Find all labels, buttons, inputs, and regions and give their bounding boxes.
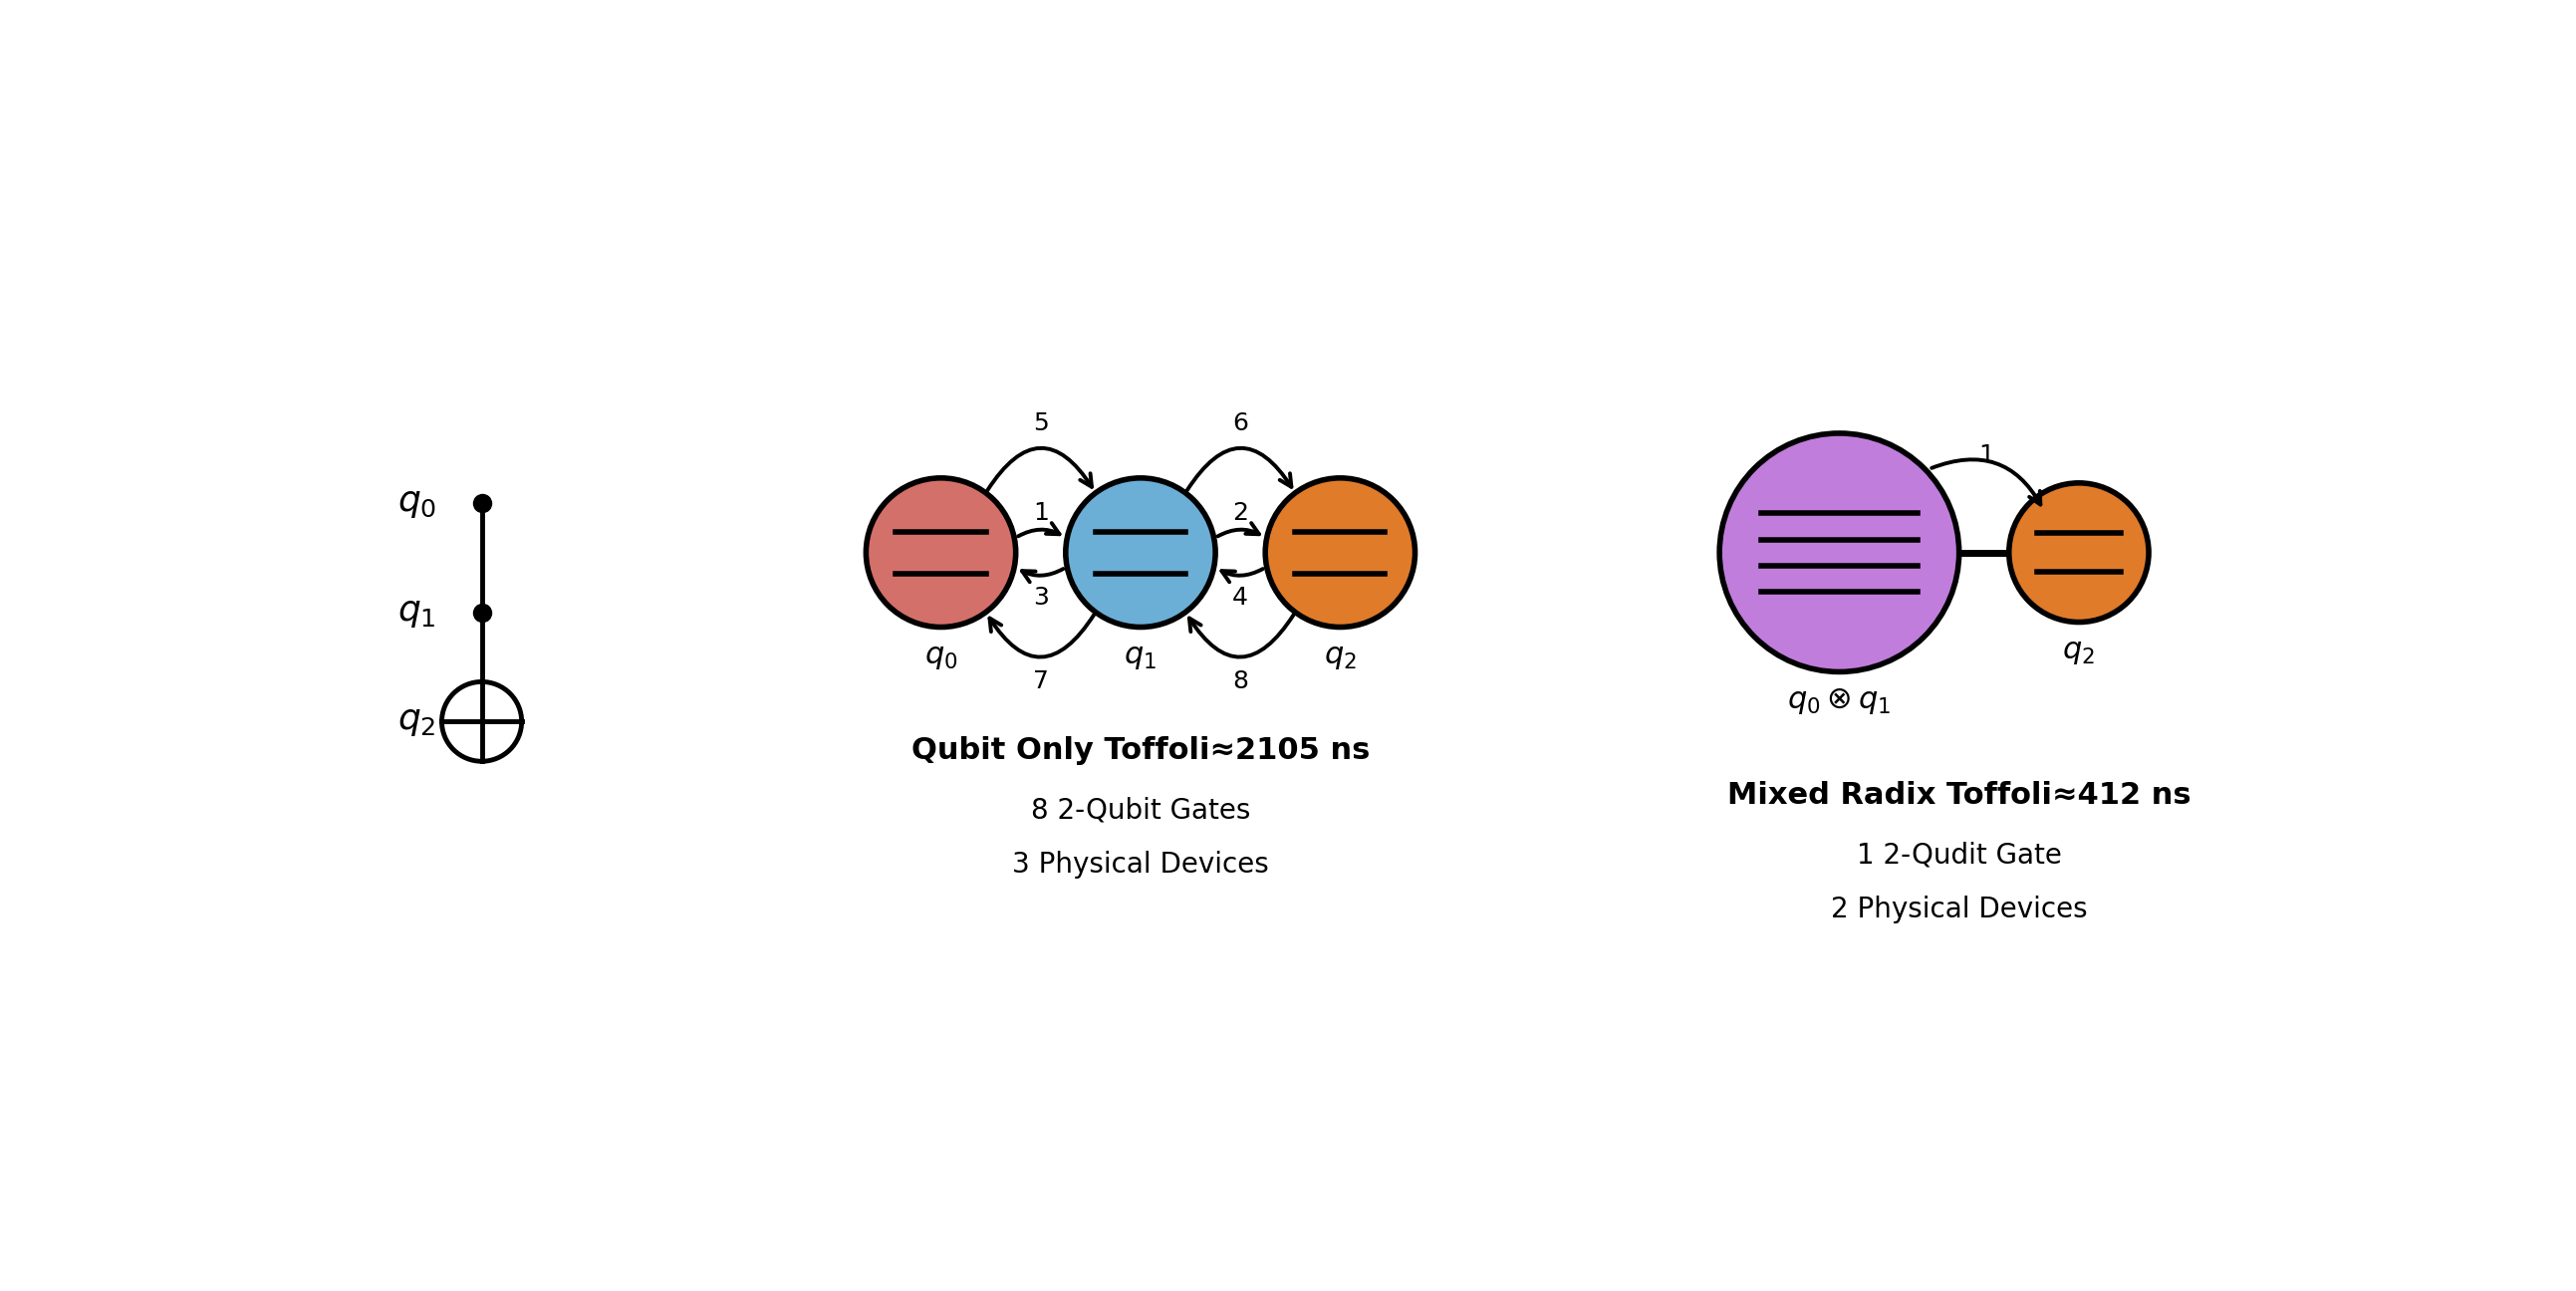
- Ellipse shape: [1721, 434, 1960, 671]
- Ellipse shape: [1066, 478, 1216, 627]
- Text: 6: 6: [1231, 412, 1249, 435]
- Text: 8 2-Qubit Gates: 8 2-Qubit Gates: [1030, 797, 1249, 824]
- Text: $q_0$: $q_0$: [925, 642, 958, 671]
- Text: 1: 1: [1033, 501, 1048, 524]
- Text: $q_1$: $q_1$: [397, 595, 435, 629]
- FancyArrowPatch shape: [989, 615, 1095, 657]
- FancyArrowPatch shape: [1221, 569, 1262, 582]
- Ellipse shape: [866, 478, 1015, 627]
- Text: 2 Physical Devices: 2 Physical Devices: [1832, 896, 2087, 923]
- Text: 3 Physical Devices: 3 Physical Devices: [1012, 851, 1270, 879]
- Text: 5: 5: [1033, 412, 1048, 435]
- Text: 3: 3: [1033, 585, 1048, 609]
- Text: 2: 2: [1231, 501, 1249, 524]
- Text: 4: 4: [1231, 585, 1249, 609]
- Text: 1 2-Qudit Gate: 1 2-Qudit Gate: [1857, 840, 2061, 869]
- Text: $q_2$: $q_2$: [2063, 636, 2094, 666]
- Text: $q_0 \otimes q_1$: $q_0 \otimes q_1$: [1788, 687, 1891, 717]
- FancyArrowPatch shape: [1190, 615, 1293, 657]
- Text: 8: 8: [1231, 670, 1249, 693]
- Ellipse shape: [2009, 483, 2148, 622]
- Text: $q_2$: $q_2$: [397, 705, 435, 738]
- Text: Qubit Only Toffoli≈2105 ns: Qubit Only Toffoli≈2105 ns: [912, 736, 1370, 766]
- Ellipse shape: [1265, 478, 1414, 627]
- Text: 1: 1: [1978, 443, 1994, 467]
- Text: 7: 7: [1033, 670, 1048, 693]
- Text: Mixed Radix Toffoli≈412 ns: Mixed Radix Toffoli≈412 ns: [1726, 781, 2192, 809]
- Text: $q_0$: $q_0$: [397, 485, 435, 520]
- Circle shape: [443, 682, 520, 762]
- FancyArrowPatch shape: [1218, 523, 1260, 536]
- FancyArrowPatch shape: [1188, 448, 1291, 491]
- FancyArrowPatch shape: [987, 448, 1092, 491]
- Text: $q_1$: $q_1$: [1123, 642, 1157, 671]
- FancyArrowPatch shape: [1023, 569, 1064, 582]
- FancyArrowPatch shape: [1932, 460, 2040, 505]
- Text: $q_2$: $q_2$: [1324, 642, 1358, 671]
- FancyArrowPatch shape: [1018, 523, 1059, 536]
